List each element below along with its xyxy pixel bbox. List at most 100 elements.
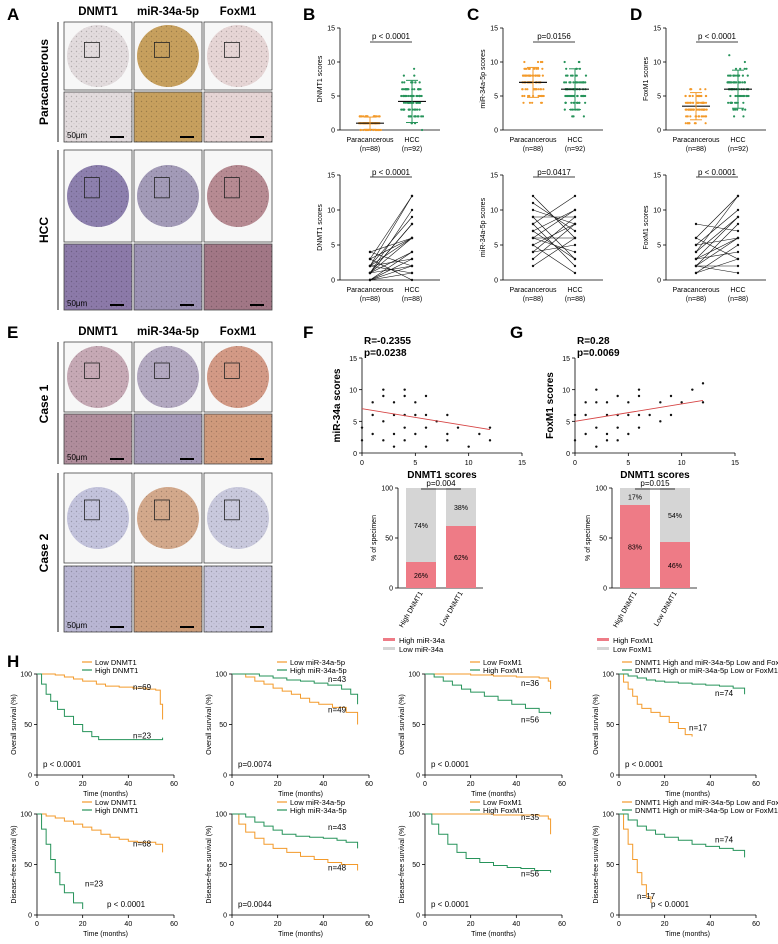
G-scatter-point <box>669 394 673 398</box>
B-top-point <box>407 94 410 98</box>
D-top-point <box>732 81 735 84</box>
D-top-point <box>729 94 732 98</box>
F-scatter-point <box>371 413 374 417</box>
H6-legend-label: High miR-34a-5p <box>290 806 347 815</box>
D-top-point <box>727 101 730 104</box>
H6-curve <box>232 813 359 871</box>
B-top-point <box>409 94 412 98</box>
C-top-point <box>539 60 543 64</box>
F-scatter-point <box>392 445 396 448</box>
D-top-point <box>702 108 705 111</box>
panel-a-hcc-fox-core-texture <box>207 165 269 227</box>
F-bar-label-low: 74% <box>414 523 428 530</box>
G-scatter-point <box>637 426 641 429</box>
panel-e-c2-mir-zoom <box>133 565 203 633</box>
G-bar-legend-swatch <box>597 638 609 641</box>
B-bottom-pair-point <box>410 257 414 261</box>
C-bottom-pair-point <box>531 236 535 240</box>
C-top-point <box>540 94 543 98</box>
panel-a-para-mir-core-texture <box>137 25 199 87</box>
C-bottom-pair-point <box>531 201 535 205</box>
D-bottom-x-label: HCC (n=88) <box>728 287 748 303</box>
D-bottom-pair-line <box>695 223 739 232</box>
H4-x-label: Time (months) <box>665 791 710 798</box>
B-top-point <box>379 128 382 132</box>
B-bottom-pair-point <box>410 250 414 254</box>
C-top-point <box>538 74 541 77</box>
B-top-y-tick-label: 0 <box>331 128 335 135</box>
C-bottom-pair-point <box>573 236 577 240</box>
D-top-point <box>688 122 691 125</box>
panel-a-hcc-mir-zoom-texture <box>134 244 202 310</box>
B-top-point <box>421 115 425 118</box>
F-scatter-y-label: miR-34a scores <box>332 368 343 442</box>
H7-curve <box>425 813 552 873</box>
panel-a-row-hcc: HCC <box>37 217 51 243</box>
panel-e-c1-fox-core <box>203 341 273 413</box>
G-scatter-x-tick-label: 10 <box>678 460 686 467</box>
H4-n-label: n=17 <box>689 724 708 733</box>
D-top-pvalue: p < 0.0001 <box>698 32 737 41</box>
C-top-point <box>569 74 573 77</box>
chart-H8: 0 50 100 0 20 40 60 Time (months) Disease-free s… <box>593 798 778 938</box>
D-top-point <box>704 94 707 98</box>
B-top-point <box>402 74 405 77</box>
G-scatter-point <box>691 388 694 391</box>
B-top-point <box>412 101 415 104</box>
chart-F-scatter: 0 5 10 15 0 5 10 15 DNMT1 scores miR-34a scores R=… <box>332 336 526 481</box>
D-bottom-pair-point <box>736 257 740 261</box>
H6-y-tick-label: 0 <box>223 913 227 920</box>
D-bottom-pair-line <box>695 216 739 260</box>
D-top-point <box>732 115 736 118</box>
D-bottom-pair-point <box>694 236 698 240</box>
C-bottom-y-tick-label: 15 <box>490 173 498 180</box>
H3-curve <box>425 673 552 690</box>
H2-x-tick-label: 60 <box>365 781 373 788</box>
C-bottom-pair-line <box>532 209 576 232</box>
C-bottom-pair-line <box>532 223 576 260</box>
panel-a-para-fox-core-zoom-box <box>223 42 240 58</box>
B-top-y-tick-label: 5 <box>331 94 335 101</box>
C-top-point <box>528 101 532 104</box>
H4-y-tick-label: 100 <box>602 672 614 679</box>
panel-a-para-mir-core-zoom-box <box>153 42 170 58</box>
F-bar-y-label: % of specimen <box>371 515 378 561</box>
panel-a-hcc-mir-core-zoom-box <box>153 177 170 199</box>
panel-e-row-case1: Case 1 <box>37 384 51 423</box>
D-top-point <box>743 60 746 64</box>
C-bottom-pair-point <box>573 194 577 198</box>
panel-a-hcc-fox-zoom-texture <box>204 244 272 310</box>
H6-y-tick-label: 100 <box>215 812 227 819</box>
G-scatter-y-tick-label: 5 <box>566 419 570 426</box>
B-top-point <box>362 115 365 118</box>
G-scatter-point <box>616 394 619 398</box>
H3-pvalue: p < 0.0001 <box>431 760 470 769</box>
C-top-point <box>521 88 524 91</box>
G-bar-bar-high <box>620 505 650 588</box>
F-scatter-point <box>446 439 449 442</box>
C-bottom-pair-point <box>573 264 577 268</box>
B-top-point <box>400 94 403 98</box>
B-top-point <box>417 115 420 118</box>
C-top-point <box>571 74 574 77</box>
G-bar-legend-label: High FoxM1 <box>613 636 653 645</box>
F-bar-bar-high <box>446 526 476 588</box>
H3-y-tick-label: 50 <box>412 722 420 729</box>
C-bottom-y-tick-label: 5 <box>494 243 498 250</box>
G-bar-legend-swatch <box>597 647 609 650</box>
panel-e-row-case2: Case 2 <box>37 533 51 572</box>
C-top-point <box>584 81 587 84</box>
panel-e-c2-mir-core-zoom-box <box>153 499 170 521</box>
C-bottom-y-tick-label: 0 <box>494 278 498 285</box>
F-scatter-p-value: p=0.0238 <box>364 348 407 359</box>
G-bar-label-high: 46% <box>668 563 682 570</box>
panel-a-para-fox-zoom-texture <box>204 92 272 142</box>
B-bottom-pair-line <box>369 258 413 267</box>
B-top-point <box>413 74 416 77</box>
B-top-point <box>413 88 416 91</box>
D-top-point <box>689 88 692 91</box>
C-top-point <box>572 115 575 118</box>
C-top-point <box>564 101 567 104</box>
B-bottom-y-tick-label: 5 <box>331 243 335 250</box>
